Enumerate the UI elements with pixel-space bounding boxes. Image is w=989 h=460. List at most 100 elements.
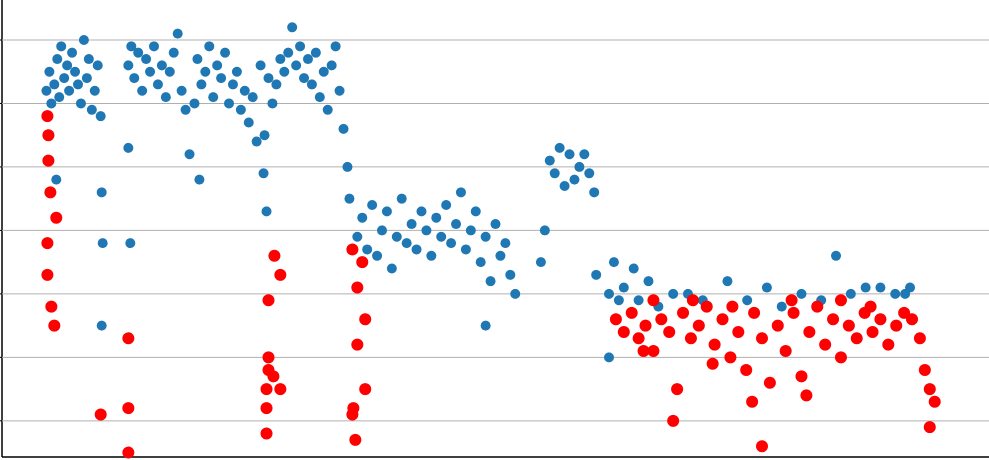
point [608,257,619,268]
point [141,54,152,65]
point [742,295,753,306]
point [267,370,280,383]
point [748,306,761,319]
point [78,34,89,45]
point [357,212,368,223]
point [41,268,54,281]
point [671,383,684,396]
point [722,276,733,287]
point [842,319,855,332]
point [465,225,476,236]
point [866,325,879,338]
point [251,136,262,147]
point [122,402,135,415]
point [176,85,187,96]
point [451,219,462,230]
point [274,383,287,396]
point [584,168,595,179]
point [913,332,926,345]
point [639,319,652,332]
point [677,306,690,319]
point [220,47,231,58]
point [811,300,824,313]
point [123,60,134,71]
point [302,54,313,65]
point [271,79,282,90]
point [470,206,481,217]
point [258,168,269,179]
point [505,269,516,280]
point [834,351,847,364]
point [92,60,103,71]
point [574,161,585,172]
point [668,288,679,299]
point [95,111,106,122]
point [200,66,211,77]
point [628,263,639,274]
point [411,244,422,255]
point [342,161,353,172]
point [94,408,107,421]
point [235,104,246,115]
point [46,98,57,109]
point [485,276,496,287]
point [362,244,373,255]
point [326,60,337,71]
point [204,41,215,52]
point [274,268,287,281]
point [647,345,660,358]
point [441,200,452,211]
point [352,231,363,242]
point [700,300,713,313]
point [381,206,392,217]
point [667,414,680,427]
point [41,110,54,123]
point [845,288,856,299]
point [795,370,808,383]
point [831,250,842,261]
point [72,79,83,90]
point [338,123,349,134]
point [172,28,183,39]
point [436,231,447,242]
point [803,325,816,338]
point [755,332,768,345]
point [156,60,167,71]
point [344,193,355,204]
point [148,41,159,52]
point [391,231,402,242]
point [261,206,272,217]
point [796,288,807,299]
point [633,295,644,306]
point [460,244,471,255]
point [800,389,813,402]
point [819,338,832,351]
point [834,294,847,307]
point [83,54,94,65]
point [224,98,235,109]
point [923,421,936,434]
point [421,225,432,236]
point [50,211,63,224]
point [346,243,359,256]
point [123,142,134,153]
point [480,320,491,331]
point [686,294,699,307]
point [268,249,281,262]
point [52,54,63,65]
point [212,60,223,71]
point [96,320,107,331]
point [126,41,137,52]
point [81,73,92,84]
point [510,288,521,299]
point [322,104,333,115]
point [231,66,242,77]
point [875,282,886,293]
point [376,225,387,236]
point [334,85,345,96]
point [761,282,772,293]
point [279,66,290,77]
point [227,79,238,90]
point [359,383,372,396]
point [716,313,729,326]
